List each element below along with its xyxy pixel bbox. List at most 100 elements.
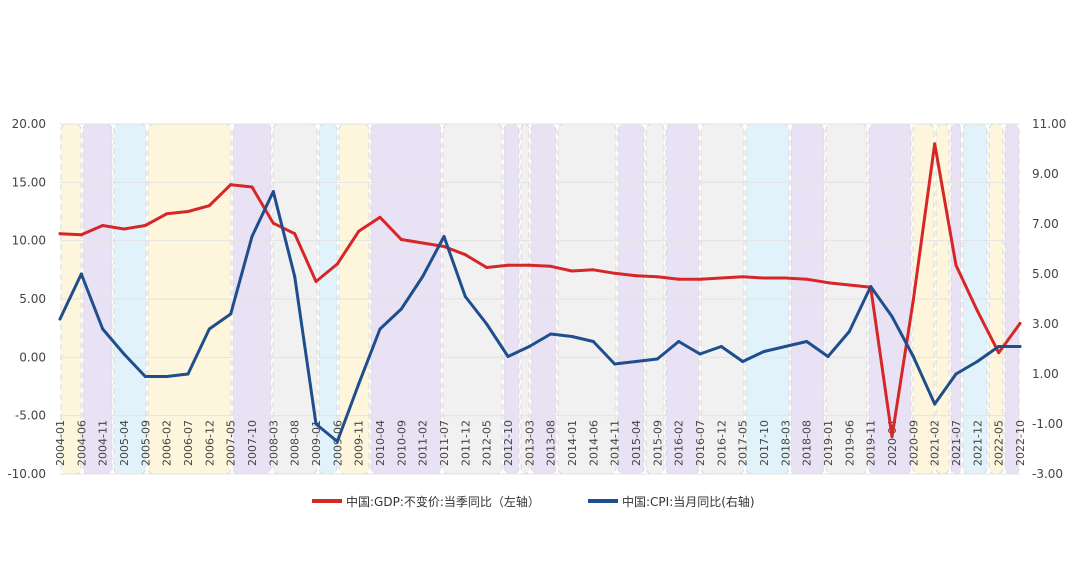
x-tick-label: 2020-04	[886, 420, 899, 466]
right-tick-label: 9.00	[1032, 167, 1059, 181]
cpi-point	[570, 335, 574, 338]
gdp-point	[293, 232, 297, 236]
gdp-point	[741, 275, 745, 279]
cpi-point	[847, 330, 851, 333]
gdp-point	[399, 238, 403, 241]
x-tick-label: 2009-01	[310, 420, 323, 466]
x-tick-label: 2004-06	[75, 420, 88, 466]
cpi-point	[122, 352, 126, 356]
x-tick-label: 2008-03	[267, 420, 280, 466]
gdp-point	[186, 210, 190, 213]
x-tick-label: 2004-11	[97, 420, 110, 466]
gdp-point	[954, 263, 958, 267]
x-tick-label: 2017-10	[758, 420, 771, 466]
x-tick-label: 2004-01	[54, 420, 67, 466]
x-tick-label: 2006-12	[203, 420, 216, 466]
cpi-point	[1018, 345, 1022, 348]
legend: 中国:GDP:不变价:当季同比（左轴） 中国:CPI:当月同比(右轴)	[312, 494, 755, 509]
gdp-point	[314, 280, 318, 283]
x-tick-label: 2016-12	[715, 420, 728, 466]
right-tick-label: 5.00	[1032, 267, 1059, 281]
cpi-point	[911, 355, 915, 358]
x-tick-label: 2010-09	[395, 420, 408, 466]
cpi-point	[101, 327, 105, 331]
gdp-point	[911, 298, 915, 302]
x-tick-label: 2018-03	[779, 420, 792, 466]
x-tick-label: 2014-06	[587, 420, 600, 466]
cpi-point	[485, 322, 489, 326]
right-tick-label: 7.00	[1032, 217, 1059, 231]
cpi-point	[207, 327, 211, 331]
gdp-point	[613, 271, 617, 275]
right-axis: 11.00 9.00 7.00 5.00 3.00 1.00 -1.00 -3.00	[1032, 117, 1066, 481]
gdp-point	[719, 276, 723, 280]
gdp-point	[527, 263, 531, 267]
cpi-point	[677, 340, 681, 343]
gdp-point	[442, 245, 446, 248]
cpi-point	[335, 440, 339, 443]
gdp-point	[335, 262, 339, 266]
left-axis: 20.00 15.00 10.00 5.00 0.00 -5.00 -10.00	[7, 117, 46, 481]
gdp-point	[165, 212, 169, 216]
x-tick-label: 2017-05	[737, 420, 750, 466]
gdp-point	[762, 276, 766, 280]
cpi-point	[250, 235, 254, 238]
cpi-point	[762, 350, 766, 353]
cpi-point	[549, 332, 553, 336]
right-tick-label: -3.00	[1032, 467, 1063, 481]
cpi-point	[954, 372, 958, 376]
x-tick-label: 2005-09	[139, 420, 152, 466]
cpi-point	[421, 275, 425, 278]
x-tick-label: 2011-07	[438, 420, 451, 466]
gdp-point	[357, 229, 361, 233]
cpi-point	[506, 355, 510, 358]
cpi-point	[79, 272, 83, 276]
gdp-point	[421, 241, 425, 245]
cpi-point	[783, 345, 787, 348]
gdp-point	[997, 351, 1001, 355]
gdp-point	[591, 268, 595, 272]
cpi-point	[527, 345, 531, 348]
cpi-point	[591, 340, 595, 343]
x-tick-label: 2008-08	[289, 420, 302, 466]
cpi-point	[293, 275, 297, 278]
grid-lines	[60, 123, 1020, 475]
cpi-point	[975, 360, 979, 363]
cpi-point	[741, 360, 745, 363]
gdp-point	[143, 224, 147, 227]
cpi-point	[58, 317, 62, 321]
cpi-point	[357, 382, 361, 386]
x-tick-label: 2015-09	[651, 420, 664, 466]
x-tick-label: 2016-02	[673, 420, 686, 466]
gdp-point	[698, 277, 702, 281]
right-tick-label: -1.00	[1032, 417, 1063, 431]
cpi-point	[165, 375, 169, 378]
x-tick-label: 2021-12	[971, 420, 984, 466]
cpi-point	[826, 355, 830, 358]
cpi-point	[378, 327, 382, 331]
x-tick-label: 2013-03	[523, 420, 536, 466]
cpi-series-line	[58, 190, 1022, 443]
x-tick-label: 2020-09	[907, 420, 920, 466]
x-axis: 2004-01 2004-06 2004-11 2005-04 2005-09 2006-…	[54, 420, 1027, 466]
x-tick-label: 2007-05	[225, 420, 238, 466]
x-tick-label: 2019-11	[865, 420, 878, 466]
right-tick-label: 1.00	[1032, 367, 1059, 381]
x-tick-label: 2022-05	[993, 420, 1006, 466]
gdp-point	[805, 277, 809, 281]
cpi-point	[463, 295, 467, 298]
left-tick-label: 15.00	[12, 175, 46, 189]
x-tick-label: 2006-02	[161, 420, 174, 466]
cpi-point	[613, 362, 617, 366]
series-lines	[58, 142, 1022, 443]
x-tick-label: 2007-10	[246, 420, 259, 466]
left-tick-label: 0.00	[19, 350, 46, 364]
gdp-point	[655, 275, 659, 279]
gdp-point	[485, 266, 489, 269]
left-tick-label: 5.00	[19, 292, 46, 306]
right-tick-label: 11.00	[1032, 117, 1066, 131]
gdp-point	[549, 264, 553, 268]
gdp-point	[847, 283, 851, 287]
